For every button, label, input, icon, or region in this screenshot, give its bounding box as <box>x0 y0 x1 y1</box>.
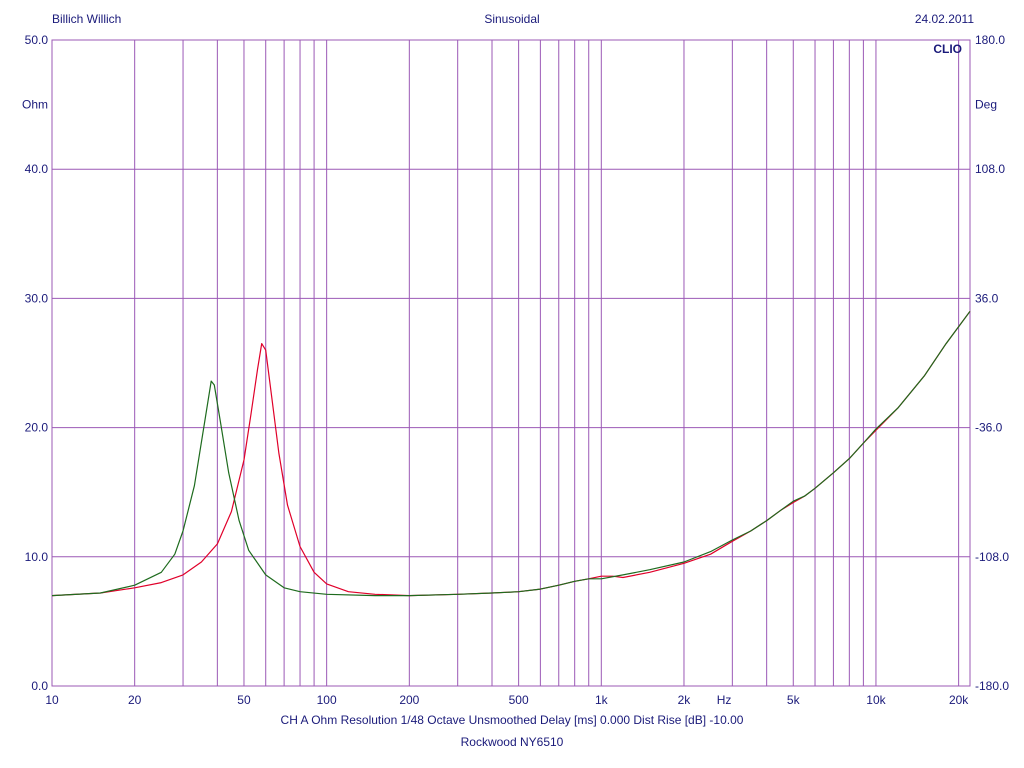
x-tick-label: 200 <box>399 693 419 707</box>
y-tick-label: 10.0 <box>25 550 49 564</box>
clio-brand-label: CLIO <box>933 42 962 56</box>
footer-settings-line: CH A Ohm Resolution 1/48 Octave Unsmooth… <box>280 713 744 727</box>
x-tick-label: 100 <box>317 693 337 707</box>
series-line-1 <box>51 310 971 597</box>
header-center-text: Sinusoidal <box>484 12 540 26</box>
y2-tick-label: 108.0 <box>975 162 1005 176</box>
x-tick-label: 5k <box>787 693 801 707</box>
y2-tick-label: -108.0 <box>975 550 1009 564</box>
x-tick-label: 500 <box>509 693 529 707</box>
series-line-2 <box>51 310 971 597</box>
x-axis-label: Hz <box>717 693 732 707</box>
x-tick-label: 20 <box>128 693 142 707</box>
y-tick-label: 50.0 <box>25 33 49 47</box>
y2-tick-label: -180.0 <box>975 679 1009 693</box>
y-tick-label: 0.0 <box>31 679 48 693</box>
y-axis-label: Ohm <box>22 98 48 112</box>
series-layer <box>51 310 971 597</box>
x-tick-label: 2k <box>678 693 692 707</box>
grid-layer <box>51 39 971 687</box>
y-tick-label: 20.0 <box>25 421 49 435</box>
x-tick-label: 1k <box>595 693 609 707</box>
y-tick-label: 40.0 <box>25 162 49 176</box>
header-left-text: Billich Willich <box>52 12 122 26</box>
plot-frame <box>51 39 971 687</box>
header-right-date: 24.02.2011 <box>914 12 974 26</box>
x-tick-label: 20k <box>949 693 969 707</box>
x-tick-label: 50 <box>237 693 251 707</box>
x-tick-label: 10 <box>45 693 59 707</box>
y2-tick-label: 36.0 <box>975 291 999 305</box>
y-tick-label: 30.0 <box>25 291 49 305</box>
y2-tick-label: -36.0 <box>975 421 1003 435</box>
y2-tick-label: 180.0 <box>975 33 1005 47</box>
axis-layer: 10 20 50 100 200 500 1k 2k 5k 10k 20k Hz 0.0 10.0 20.0… <box>22 33 1009 707</box>
y2-axis-label: Deg <box>975 98 997 112</box>
x-tick-label: 10k <box>866 693 886 707</box>
footer-device-name: Rockwood NY6510 <box>460 735 564 749</box>
